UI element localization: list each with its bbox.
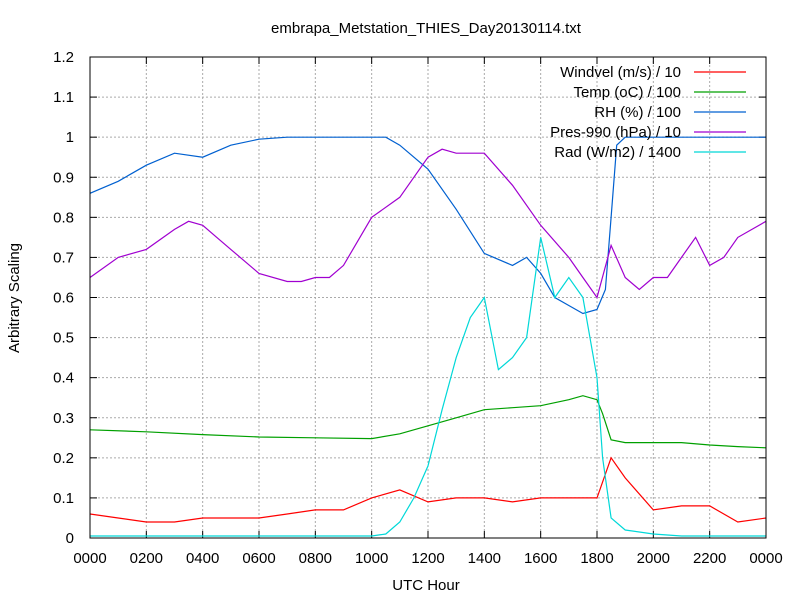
- x-tick-label: 2200: [693, 550, 726, 567]
- series-line-2: [90, 395, 766, 449]
- y-tick-label: 0.8: [53, 209, 74, 226]
- y-axis-label: Arbitrary Scaling: [6, 243, 23, 353]
- x-tick-label: 1600: [524, 550, 557, 567]
- y-tick-label: 0.9: [53, 169, 74, 186]
- x-tick-label: 1400: [468, 550, 501, 567]
- x-tick-label: 0000: [749, 550, 782, 567]
- chart-title: embrapa_Metstation_THIES_Day20130114.txt: [271, 20, 582, 37]
- series-line-1: [90, 456, 766, 523]
- y-tick-label: 0.1: [53, 490, 74, 507]
- y-tick-label: 0.7: [53, 249, 74, 266]
- legend-label: Windvel (m/s) / 10: [560, 64, 681, 81]
- y-tick-label: 0.2: [53, 450, 74, 467]
- x-axis-label: UTC Hour: [392, 577, 460, 594]
- y-tick-label: 0.3: [53, 410, 74, 427]
- legend-label: Rad (W/m2) / 1400: [554, 144, 681, 161]
- y-tick-label: 1.2: [53, 49, 74, 66]
- x-tick-label: 1800: [580, 550, 613, 567]
- x-ticks: 0000 0200 0400 0600 0800 1000 1200 1400 1600 1800…: [73, 57, 783, 567]
- legend-label: Temp (oC) / 100: [573, 84, 681, 101]
- legend-label: Pres-990 (hPa) / 10: [550, 124, 681, 141]
- series-lines: [90, 136, 766, 537]
- series-line-4: [90, 148, 766, 299]
- plot-frame: [89, 56, 767, 539]
- series-line-3: [90, 136, 766, 315]
- x-tick-label: 1000: [355, 550, 388, 567]
- x-tick-label: 0600: [242, 550, 275, 567]
- y-tick-label: 0.4: [53, 370, 74, 387]
- y-tick-label: 0.6: [53, 290, 74, 307]
- y-tick-label: 0.5: [53, 330, 74, 347]
- x-tick-label: 0200: [130, 550, 163, 567]
- x-tick-label: 1200: [411, 550, 444, 567]
- legend-label: RH (%) / 100: [594, 104, 681, 121]
- series-line-5: [90, 237, 766, 537]
- y-tick-label: 1: [66, 129, 74, 146]
- y-ticks: 0 0.1 0.2 0.3 0.4 0.5 0.6 0.7 0.8 0.9 1 1.1 1.2: [53, 49, 766, 547]
- legend: Windvel (m/s) / 10 Temp (oC) / 100 RH (%) …: [550, 64, 746, 161]
- x-tick-label: 0800: [299, 550, 332, 567]
- x-tick-label: 0400: [186, 550, 219, 567]
- y-tick-label: 0: [66, 530, 74, 547]
- y-tick-label: 1.1: [53, 89, 74, 106]
- x-tick-label: 2000: [637, 550, 670, 567]
- x-tick-label: 0000: [73, 550, 106, 567]
